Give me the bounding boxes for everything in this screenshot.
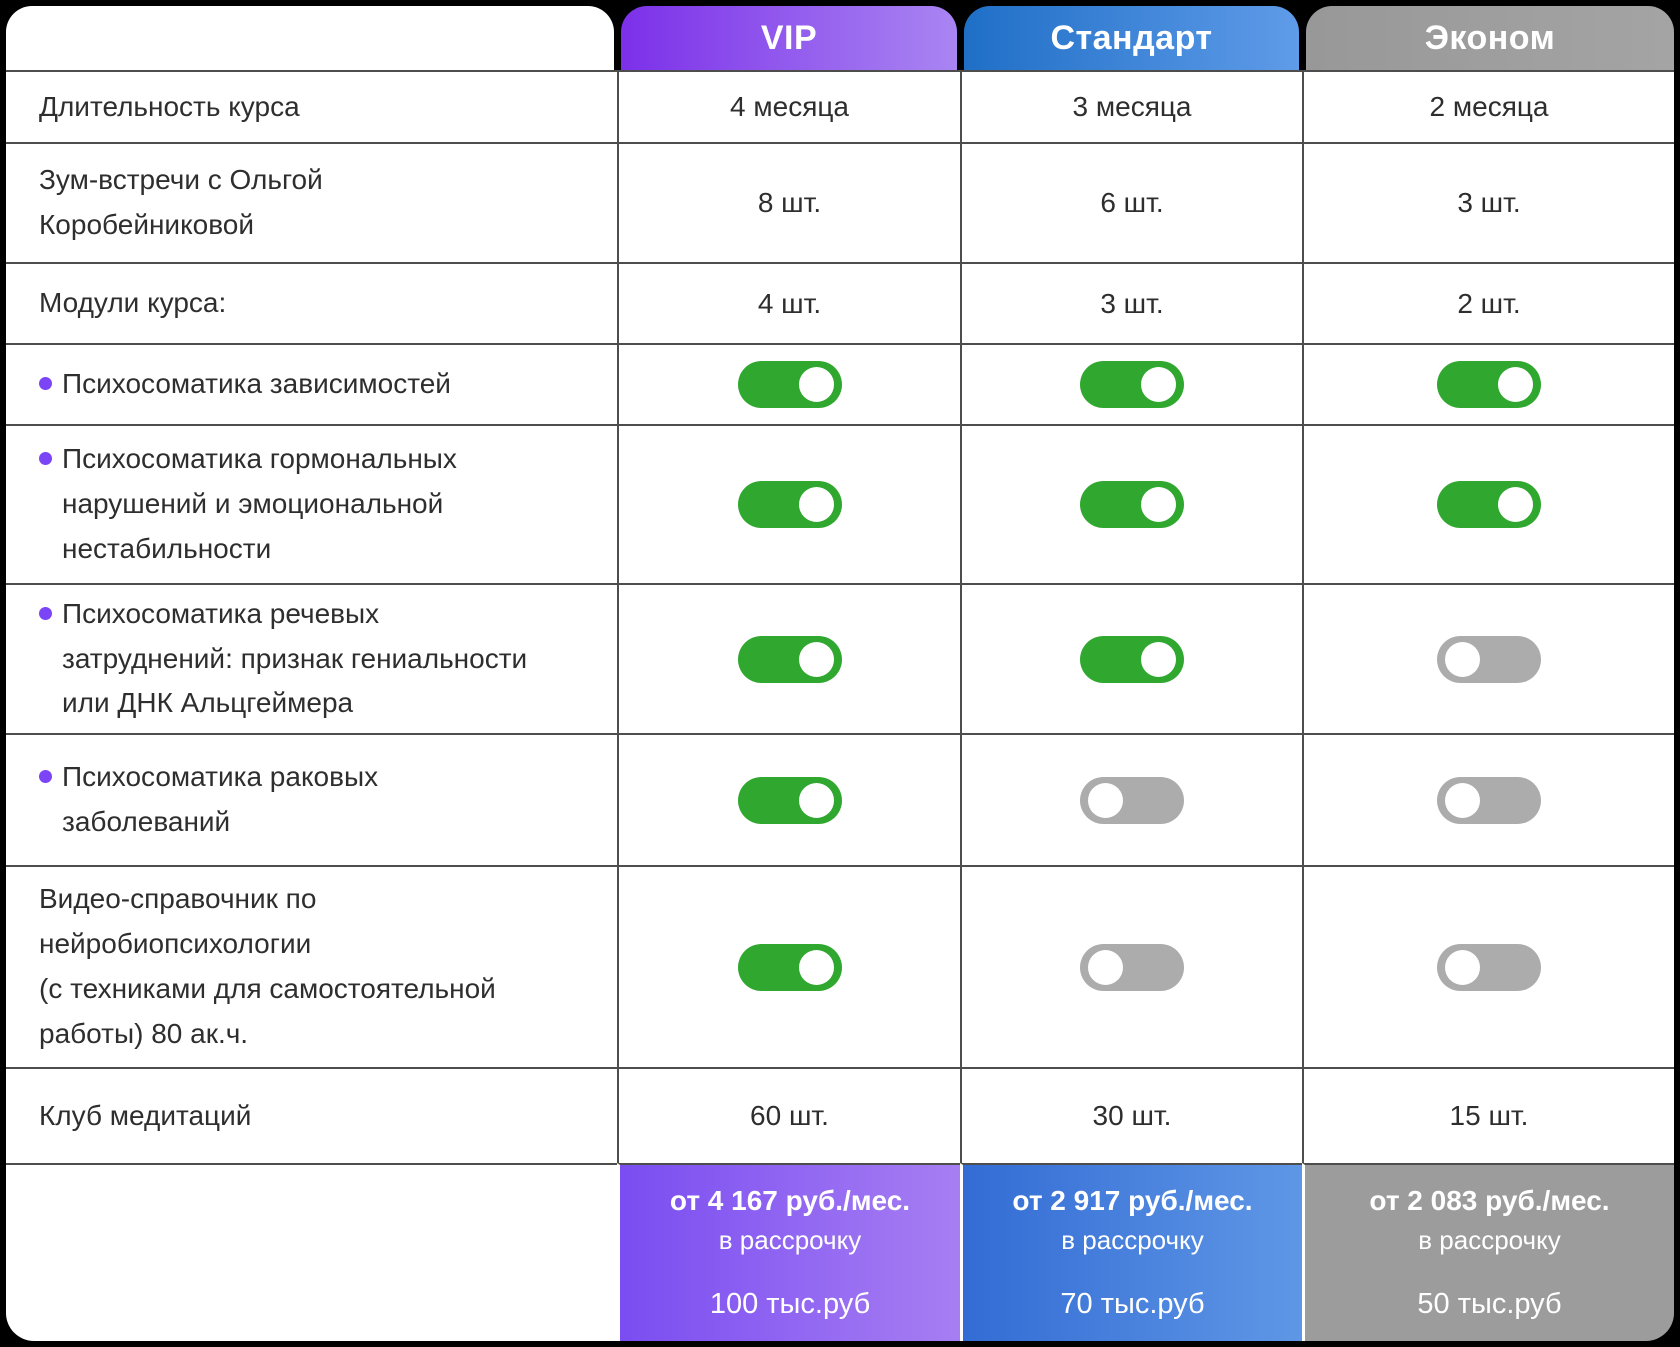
plan-price-vip: от 4 167 руб./мес. в рассрочку 100 тыс.р… [617,1163,960,1341]
zoom-meetings-standard: 6 шт. [960,142,1302,262]
zoom-meetings-vip: 8 шт. [617,142,960,262]
modules-standard: 3 шт. [960,262,1302,343]
table: VIP Стандарт Эконом Длительность курса 4… [6,6,1674,1341]
zoom-meetings-econom: 3 шт. [1302,142,1674,262]
row-label-module-cancer: Психосоматика раковых заболеваний [6,733,617,865]
toggle-cell [1302,424,1674,583]
duration-vip: 4 месяца [617,70,960,142]
modules-vip: 4 шт. [617,262,960,343]
row-label-video-guide: Видео-справочник по нейробиопсихологии (… [6,865,617,1067]
plan-price-econom: от 2 083 руб./мес. в рассрочку 50 тыс.ру… [1302,1163,1674,1341]
price-monthly: от 2 083 руб./мес. [1369,1185,1610,1216]
toggle-switch[interactable] [1080,776,1184,824]
row-label-modules: Модули курса: [6,262,617,343]
bullet-icon [39,606,52,620]
toggle-knob [798,949,834,985]
row-label-module-addictions: Психосоматика зависимостей [6,343,617,424]
toggle-cell [617,424,960,583]
bullet-icon [39,770,52,784]
row-label-zoom-meetings: Зум-встречи с Ольгой Коробейниковой [6,142,617,262]
duration-econom: 2 месяца [1302,70,1674,142]
toggle-cell [617,583,960,733]
row-label-meditation-club: Клуб медитаций [6,1067,617,1163]
bullet-icon [39,452,52,466]
modules-econom: 2 шт. [1302,262,1674,343]
row-label-module-speech: Психосоматика речевых затруднений: призн… [6,583,617,733]
meditation-club-vip: 60 шт. [617,1067,960,1163]
toggle-cell [960,583,1302,733]
bullet-icon [39,377,52,391]
toggle-knob [1498,487,1533,522]
plan-header-econom: Эконом [1306,6,1674,70]
header-blank-cell [6,6,614,70]
toggle-cell [1302,733,1674,865]
toggle-cell [960,343,1302,424]
table-body: Длительность курса 4 месяца 3 месяца 2 м… [6,70,1674,1341]
toggle-switch[interactable] [1080,635,1184,683]
row-label-module-hormonal: Психосоматика гормональных нарушений и э… [6,424,617,583]
toggle-knob [1498,367,1533,402]
plan-header-standard: Стандарт [964,6,1299,70]
price-total: 50 тыс.руб [1417,1288,1562,1320]
toggle-knob [1445,641,1480,677]
toggle-knob [1088,782,1123,818]
toggle-switch[interactable] [1080,481,1184,528]
toggle-switch[interactable] [1437,776,1541,824]
duration-standard: 3 месяца [960,70,1302,142]
toggle-knob [798,782,834,818]
price-total: 100 тыс.руб [709,1288,871,1320]
toggle-cell [1302,343,1674,424]
meditation-club-standard: 30 шт. [960,1067,1302,1163]
toggle-switch[interactable] [737,361,842,408]
toggle-knob [798,367,834,402]
toggle-switch[interactable] [737,776,842,824]
toggle-cell [1302,865,1674,1067]
plan-header-vip: VIP [621,6,957,70]
footer-blank-cell [6,1163,617,1341]
toggle-switch[interactable] [1080,943,1184,991]
installment-label: в рассрочку [1061,1225,1204,1255]
installment-label: в рассрочку [718,1225,862,1255]
toggle-cell [617,343,960,424]
toggle-knob [798,641,834,677]
installment-label: в рассрочку [1418,1225,1561,1255]
toggle-knob [1088,949,1123,985]
price-monthly: от 2 917 руб./мес. [1012,1185,1253,1216]
toggle-cell [960,424,1302,583]
meditation-club-econom: 15 шт. [1302,1067,1674,1163]
toggle-switch[interactable] [737,635,842,683]
toggle-switch[interactable] [1437,943,1541,991]
toggle-switch[interactable] [1437,635,1541,683]
toggle-switch[interactable] [1437,481,1541,528]
toggle-cell [1302,583,1674,733]
toggle-cell [617,865,960,1067]
toggle-knob [798,487,834,522]
toggle-switch[interactable] [737,943,842,991]
toggle-cell [960,865,1302,1067]
toggle-knob [1445,949,1480,985]
toggle-switch[interactable] [737,481,842,528]
row-label-duration: Длительность курса [6,70,617,142]
plan-price-standard: от 2 917 руб./мес. в рассрочку 70 тыс.ру… [960,1163,1302,1341]
toggle-knob [1141,641,1176,677]
header-row: VIP Стандарт Эконом [6,6,1674,70]
toggle-knob [1141,487,1176,522]
toggle-knob [1445,782,1480,818]
toggle-knob [1141,367,1176,402]
price-monthly: от 4 167 руб./мес. [669,1185,911,1216]
toggle-cell [617,733,960,865]
price-total: 70 тыс.руб [1060,1288,1205,1320]
toggle-switch[interactable] [1437,361,1541,408]
toggle-switch[interactable] [1080,361,1184,408]
toggle-cell [960,733,1302,865]
